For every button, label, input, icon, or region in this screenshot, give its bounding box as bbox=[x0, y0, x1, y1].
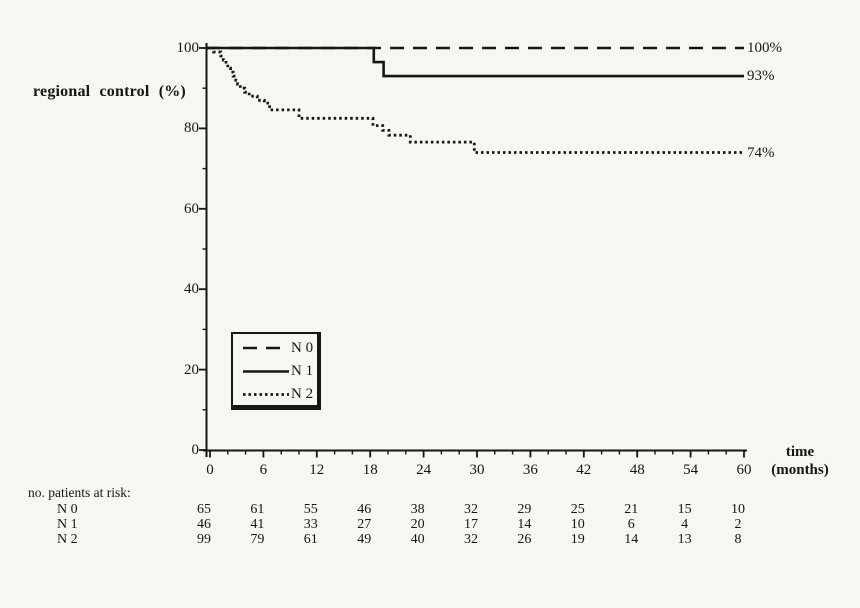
at-risk-row-label: N 0 bbox=[57, 502, 78, 517]
at-risk-value: 79 bbox=[250, 532, 265, 547]
y-tick-label: 40 bbox=[184, 281, 199, 298]
end-label-n2: 74% bbox=[747, 144, 775, 161]
at-risk-value: 32 bbox=[464, 532, 478, 547]
at-risk-value: 14 bbox=[517, 517, 532, 532]
x-tick-label: 48 bbox=[629, 461, 645, 478]
at-risk-value: 2 bbox=[734, 517, 742, 532]
x-axis-title-line1: time bbox=[785, 444, 815, 460]
at-risk-value: 6 bbox=[627, 517, 635, 532]
at-risk-value: 17 bbox=[464, 517, 478, 532]
at-risk-value: 19 bbox=[570, 532, 585, 547]
at-risk-value: 25 bbox=[570, 502, 585, 517]
end-label-n1: 93% bbox=[747, 68, 775, 85]
y-tick-label: 60 bbox=[184, 200, 199, 217]
at-risk-value: 14 bbox=[624, 532, 639, 547]
x-tick-label: 42 bbox=[576, 461, 592, 478]
x-axis-title-line2: (months) bbox=[771, 462, 829, 478]
at-risk-value: 10 bbox=[570, 517, 585, 532]
legend-label-n0: N 0 bbox=[291, 340, 314, 356]
x-tick-label: 54 bbox=[683, 461, 699, 478]
at-risk-value: 38 bbox=[410, 502, 425, 517]
at-risk-value: 46 bbox=[197, 517, 211, 532]
y-tick-label: 0 bbox=[191, 442, 200, 458]
x-tick-label: 24 bbox=[416, 461, 432, 478]
at-risk-value: 10 bbox=[731, 502, 745, 517]
at-risk-value: 41 bbox=[250, 517, 265, 532]
x-tick-label: 60 bbox=[736, 461, 752, 478]
at-risk-value: 4 bbox=[681, 517, 689, 532]
x-tick-label: 12 bbox=[309, 461, 325, 478]
at-risk-value: 27 bbox=[357, 517, 372, 532]
at-risk-row-label: N 2 bbox=[57, 532, 78, 547]
at-risk-value: 20 bbox=[410, 517, 425, 532]
at-risk-value: 8 bbox=[734, 532, 742, 547]
at-risk-value: 61 bbox=[303, 532, 318, 547]
x-tick-label: 6 bbox=[259, 461, 268, 478]
at-risk-value: 55 bbox=[303, 502, 318, 517]
at-risk-value: 29 bbox=[517, 502, 532, 517]
at-risk-value: 26 bbox=[517, 532, 532, 547]
at-risk-value: 65 bbox=[197, 502, 211, 517]
at-risk-value: 49 bbox=[357, 532, 372, 547]
curve-n1 bbox=[206, 46, 744, 78]
at-risk-table-title: no. patients at risk: bbox=[28, 485, 131, 500]
at-risk-value: 46 bbox=[357, 502, 372, 517]
at-risk-value: 61 bbox=[250, 502, 265, 517]
legend-label-n1: N 1 bbox=[291, 363, 314, 379]
y-axis-title: regional control (%) bbox=[33, 83, 186, 100]
at-risk-value: 13 bbox=[677, 532, 692, 547]
at-risk-value: 99 bbox=[197, 532, 211, 547]
at-risk-value: 40 bbox=[410, 532, 425, 547]
at-risk-value: 33 bbox=[303, 517, 318, 532]
at-risk-value: 15 bbox=[677, 502, 692, 517]
y-tick-label: 80 bbox=[184, 120, 199, 137]
end-label-n0: 100% bbox=[747, 40, 782, 56]
x-axis-title: time (months) bbox=[762, 443, 838, 479]
x-tick-label: 0 bbox=[206, 461, 214, 478]
x-tick-label: 36 bbox=[522, 461, 538, 478]
legend-label-n2: N 2 bbox=[291, 386, 314, 402]
y-tick-label: 100 bbox=[176, 40, 200, 56]
at-risk-row-label: N 1 bbox=[57, 517, 78, 532]
y-tick-label: 20 bbox=[184, 361, 199, 378]
curve-n2 bbox=[206, 46, 744, 154]
x-tick-label: 30 bbox=[469, 461, 485, 478]
at-risk-value: 32 bbox=[464, 502, 478, 517]
x-tick-label: 18 bbox=[362, 461, 378, 478]
at-risk-value: 21 bbox=[624, 502, 639, 517]
